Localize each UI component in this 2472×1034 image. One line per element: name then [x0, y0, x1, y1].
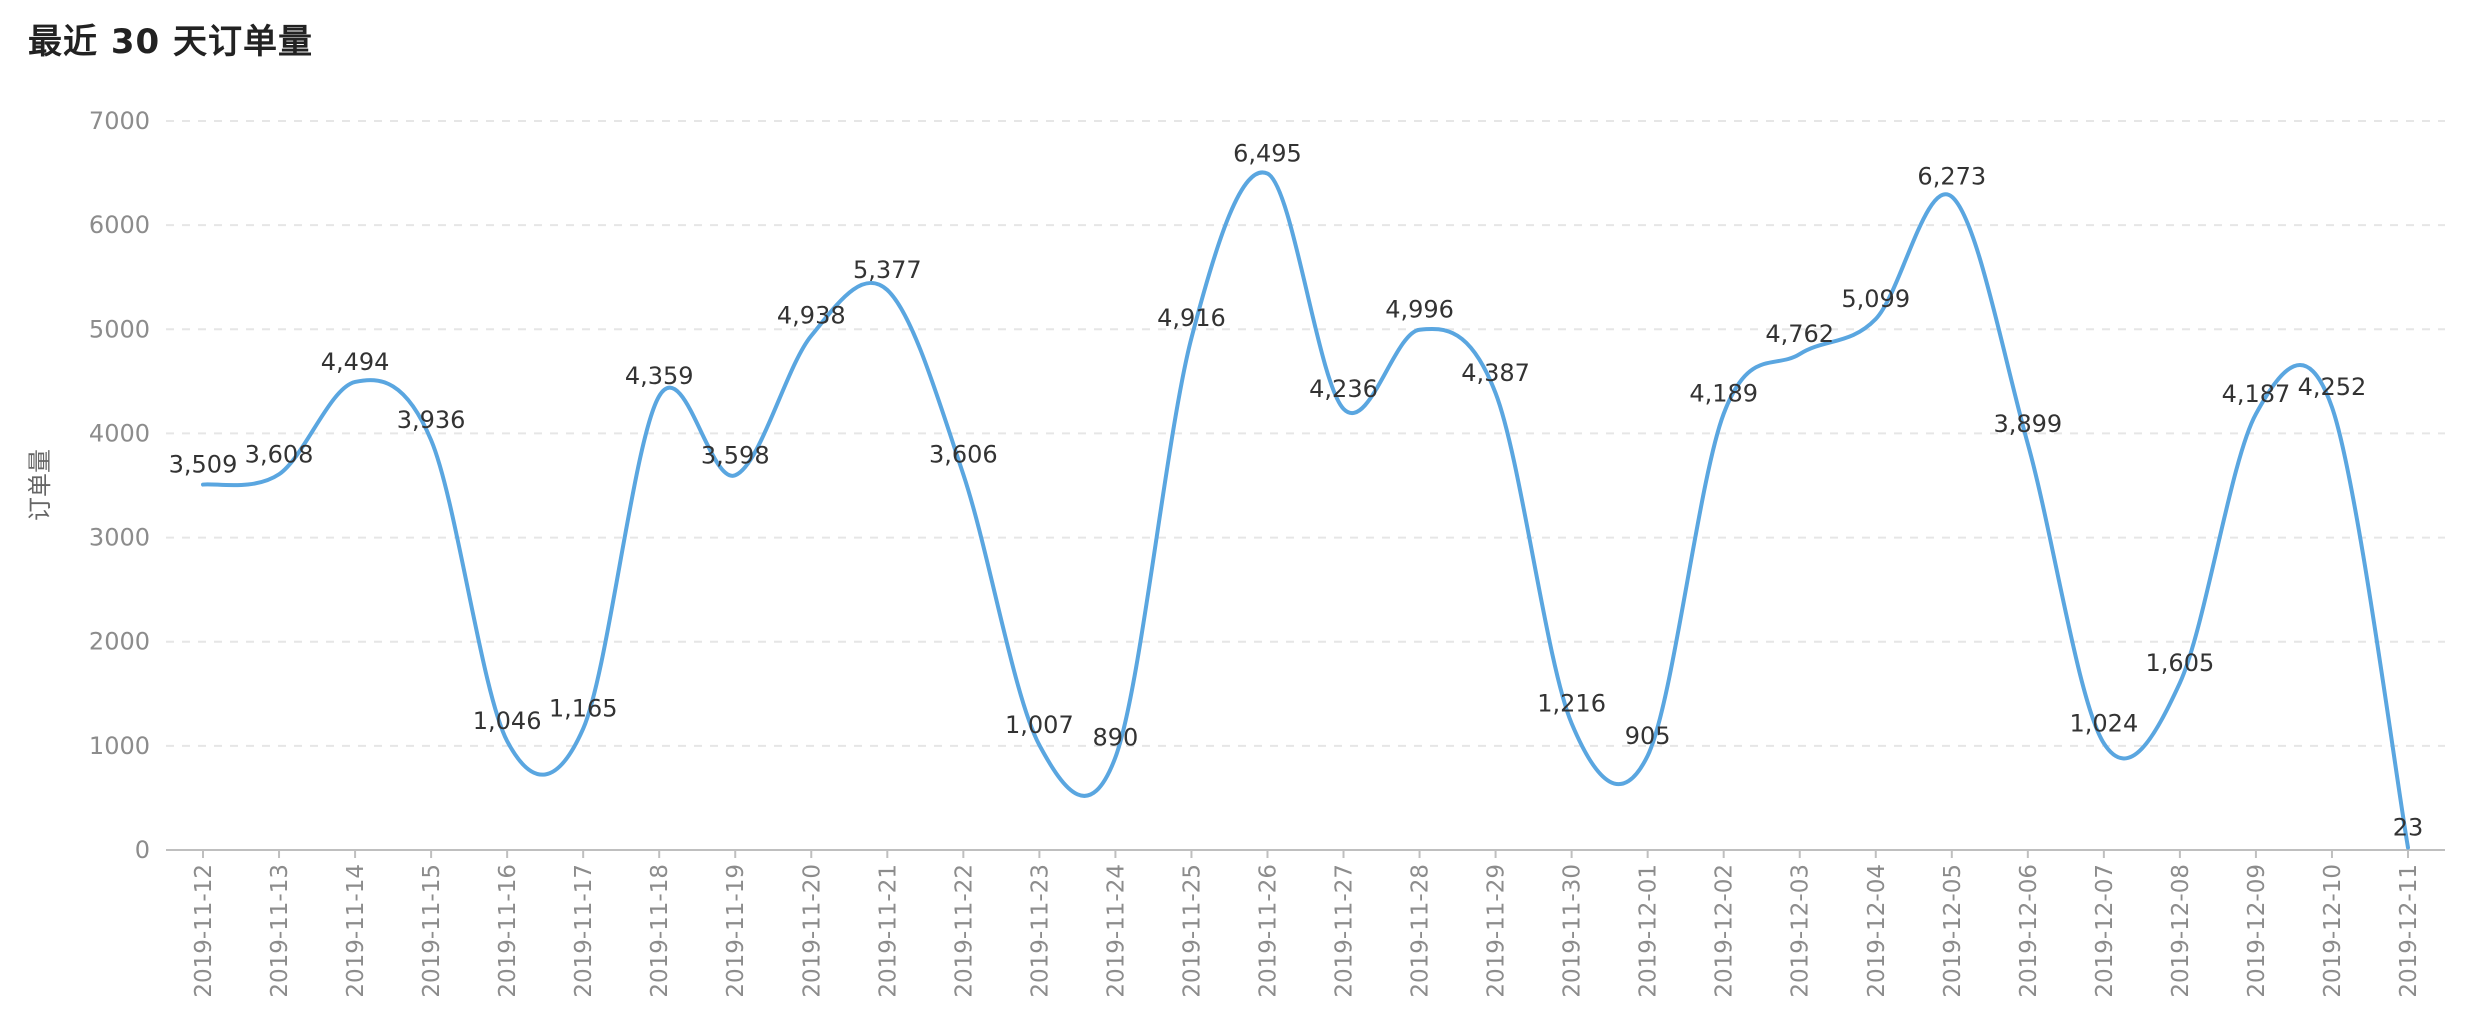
label-layer: 3,509 3,608 4,494 3,936 1,046 1,165 4,359 3,598… — [169, 140, 2424, 842]
data-label: 6,495 — [1233, 140, 1302, 168]
data-label: 4,494 — [321, 348, 390, 376]
x-tick-label: 2019-12-09 — [2244, 864, 2270, 998]
page-title: 最近 30 天订单量 — [28, 22, 313, 62]
y-tick-label: 4000 — [89, 419, 150, 447]
data-label: 4,252 — [2298, 373, 2367, 401]
data-label: 1,165 — [549, 695, 618, 723]
x-tick-label: 2019-12-06 — [2016, 864, 2042, 998]
data-label: 4,938 — [777, 302, 846, 330]
data-label: 1,024 — [2070, 709, 2139, 737]
x-tick-label: 2019-11-12 — [191, 864, 217, 998]
x-tick-label: 2019-11-20 — [799, 864, 825, 998]
data-label: 4,187 — [2222, 380, 2291, 408]
series-line — [201, 170, 2410, 850]
x-tick-label: 2019-11-18 — [647, 864, 673, 998]
data-label: 4,387 — [1461, 359, 1530, 387]
x-tick-label: 2019-11-13 — [267, 864, 293, 998]
data-label: 1,046 — [473, 707, 542, 735]
data-label: 3,509 — [169, 451, 238, 479]
x-tick-label: 2019-11-22 — [951, 864, 977, 998]
x-tick-label: 2019-12-04 — [1864, 864, 1890, 998]
x-tick-label: 2019-12-02 — [1712, 864, 1738, 998]
x-tick-label: 2019-12-07 — [2092, 864, 2118, 998]
data-label: 905 — [1625, 722, 1671, 750]
data-label: 890 — [1093, 723, 1139, 751]
y-tick-label: 7000 — [89, 107, 150, 135]
data-label: 4,762 — [1765, 320, 1834, 348]
data-label: 6,273 — [1917, 163, 1986, 191]
y-tick-label: 2000 — [89, 628, 150, 656]
x-tick-label: 2019-11-21 — [875, 864, 901, 998]
x-tick-label: 2019-11-27 — [1332, 864, 1358, 998]
x-tick-label: 2019-11-30 — [1560, 864, 1586, 998]
data-label: 4,916 — [1157, 304, 1226, 332]
data-label: 1,605 — [2146, 649, 2215, 677]
data-label: 3,899 — [1993, 410, 2062, 438]
x-tick-label: 2019-11-25 — [1179, 864, 1205, 998]
axis-layer: 0 1000 2000 3000 4000 5000 6000 7000 2019-11-12 2… — [26, 107, 2445, 998]
y-axis-title: 订单量 — [26, 449, 54, 521]
data-label: 3,598 — [701, 441, 770, 469]
data-label: 4,236 — [1309, 375, 1378, 403]
x-tick-label: 2019-11-29 — [1484, 864, 1510, 998]
x-tick-label: 2019-11-24 — [1103, 864, 1129, 998]
line-layer — [201, 170, 2410, 850]
data-label: 3,608 — [245, 440, 314, 468]
data-label: 4,189 — [1689, 380, 1758, 408]
y-tick-label: 1000 — [89, 732, 150, 760]
x-tick-label: 2019-12-05 — [1940, 864, 1966, 998]
data-label: 3,606 — [929, 440, 998, 468]
x-tick-label: 2019-12-03 — [1788, 864, 1814, 998]
x-tick-label: 2019-11-16 — [495, 864, 521, 998]
y-tick-label: 5000 — [89, 315, 150, 343]
data-label: 5,377 — [853, 256, 922, 284]
x-tick-label: 2019-12-01 — [1636, 864, 1662, 998]
x-tick-label: 2019-12-11 — [2396, 864, 2422, 998]
x-tick-label: 2019-11-15 — [419, 864, 445, 998]
data-label: 5,099 — [1841, 285, 1910, 313]
data-label: 1,007 — [1005, 711, 1074, 739]
x-tick-label: 2019-11-14 — [343, 864, 369, 998]
y-tick-label: 3000 — [89, 524, 150, 552]
x-tick-label: 2019-11-28 — [1408, 864, 1434, 998]
data-label: 4,359 — [625, 362, 694, 390]
data-label: 4,996 — [1385, 296, 1454, 324]
data-label: 23 — [2393, 814, 2424, 842]
data-label: 3,936 — [397, 406, 466, 434]
x-tick-label: 2019-11-26 — [1255, 864, 1281, 998]
grid-layer — [166, 120, 2445, 747]
x-tick-label: 2019-11-17 — [571, 864, 597, 998]
x-tick-label: 2019-12-08 — [2168, 864, 2194, 998]
y-tick-label: 0 — [135, 836, 150, 864]
data-label: 1,216 — [1537, 689, 1606, 717]
x-tick-label: 2019-12-10 — [2320, 864, 2346, 998]
x-tick-label: 2019-11-19 — [723, 864, 749, 998]
x-tick-label: 2019-11-23 — [1027, 864, 1053, 998]
y-tick-label: 6000 — [89, 211, 150, 239]
